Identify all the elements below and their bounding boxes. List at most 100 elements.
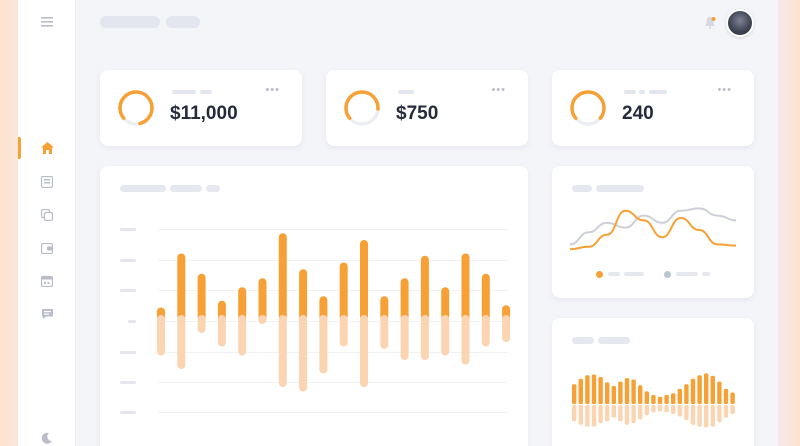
bar-negative bbox=[278, 315, 287, 387]
chat-icon[interactable] bbox=[39, 306, 55, 322]
mini-bar-negative bbox=[624, 405, 630, 425]
mini-bar-negative bbox=[591, 405, 597, 427]
mini-bar-positive bbox=[618, 381, 623, 404]
wallet-icon[interactable] bbox=[39, 240, 55, 256]
bar-positive bbox=[319, 296, 328, 321]
line-chart-card bbox=[552, 166, 754, 298]
bar-negative bbox=[441, 315, 450, 356]
mini-bar-positive bbox=[671, 393, 676, 404]
mini-bar-positive bbox=[657, 396, 663, 404]
bar-positive bbox=[481, 273, 490, 321]
grid-line bbox=[158, 290, 508, 291]
line-chart bbox=[569, 207, 737, 251]
mini-bar-positive bbox=[638, 385, 643, 404]
mini-bar-negative bbox=[605, 405, 610, 422]
stat-label-placeholder bbox=[649, 90, 667, 94]
bell-icon[interactable] bbox=[704, 16, 716, 34]
mini-bar-chart bbox=[572, 373, 735, 428]
bar-negative bbox=[319, 315, 328, 374]
stat-label-placeholder bbox=[172, 90, 196, 94]
y-tick-placeholder bbox=[128, 320, 136, 323]
mini-bar-negative bbox=[684, 405, 689, 421]
more-icon[interactable]: ••• bbox=[491, 84, 506, 96]
bar-negative bbox=[461, 315, 470, 365]
mini-bar-negative bbox=[677, 405, 682, 417]
main-bar-chart bbox=[120, 228, 511, 414]
copy-icon[interactable] bbox=[39, 207, 55, 223]
mini-bar-negative bbox=[611, 405, 616, 418]
bar-negative bbox=[420, 315, 429, 360]
chart-title-placeholder bbox=[572, 185, 592, 192]
y-tick-placeholder bbox=[120, 381, 136, 384]
ring-progress bbox=[570, 90, 606, 126]
bar-positive bbox=[420, 255, 429, 321]
mini-bar-positive bbox=[605, 382, 610, 404]
mini-bar-positive bbox=[690, 378, 696, 404]
bar-positive bbox=[461, 253, 470, 321]
grid-line bbox=[158, 321, 508, 322]
stat-card-cost: ••• $750 bbox=[326, 70, 528, 146]
y-tick-placeholder bbox=[120, 259, 136, 262]
mini-bar-negative bbox=[704, 405, 709, 428]
mini-chart-card bbox=[552, 318, 754, 446]
y-tick-placeholder bbox=[120, 228, 136, 231]
chart-title-placeholder bbox=[596, 185, 644, 192]
bar-negative bbox=[217, 315, 226, 347]
mini-bar-negative bbox=[644, 405, 649, 416]
legend-dot-gray bbox=[664, 271, 671, 278]
more-icon[interactable]: ••• bbox=[717, 84, 732, 96]
bar-positive bbox=[441, 287, 450, 321]
chart-title-placeholder bbox=[206, 185, 220, 192]
line-series-gray bbox=[569, 207, 737, 246]
mini-bar-negative bbox=[697, 405, 702, 427]
mini-bar-positive bbox=[624, 378, 630, 404]
app-window: ••• $11,000 ••• $750 ••• 240 bbox=[18, 0, 778, 446]
bar-positive bbox=[339, 262, 348, 321]
mini-bar-positive bbox=[730, 392, 735, 404]
bar-positive bbox=[380, 296, 389, 321]
bar-negative bbox=[400, 315, 409, 360]
chart-title-placeholder bbox=[120, 185, 166, 192]
legend-label-placeholder bbox=[676, 272, 698, 276]
mini-bar-positive bbox=[631, 379, 636, 404]
y-tick-placeholder bbox=[120, 411, 136, 414]
progress-ring bbox=[118, 90, 154, 126]
mini-bar-negative bbox=[631, 405, 636, 423]
mini-bar-negative bbox=[717, 405, 722, 423]
bar-positive bbox=[258, 278, 267, 321]
legend-label-placeholder bbox=[624, 272, 644, 276]
stat-card-count: ••• 240 bbox=[552, 70, 754, 146]
bar-positive bbox=[400, 278, 409, 321]
bar-negative bbox=[481, 315, 490, 347]
grid-line bbox=[158, 260, 508, 261]
mini-bar-positive bbox=[651, 395, 656, 404]
home-icon[interactable] bbox=[39, 140, 55, 156]
bar-negative bbox=[258, 315, 267, 324]
mini-bar-negative bbox=[598, 405, 603, 423]
moon-icon[interactable] bbox=[39, 430, 55, 446]
y-tick-placeholder bbox=[120, 351, 136, 354]
mini-bar-positive bbox=[717, 381, 722, 404]
inbox-icon[interactable] bbox=[39, 174, 55, 190]
line-series-orange bbox=[569, 209, 737, 251]
more-icon[interactable]: ••• bbox=[265, 84, 280, 96]
calendar-icon[interactable] bbox=[39, 273, 55, 289]
stat-label-placeholder bbox=[624, 90, 636, 94]
mini-bar-negative bbox=[651, 405, 656, 413]
menu-icon[interactable] bbox=[39, 14, 55, 30]
mini-bar-negative bbox=[671, 405, 676, 414]
main-chart-card bbox=[100, 166, 528, 446]
mini-bar-negative bbox=[723, 405, 729, 418]
mini-bar-negative bbox=[657, 405, 663, 412]
bar-positive bbox=[177, 253, 186, 321]
y-tick-placeholder bbox=[120, 289, 136, 292]
mini-bar-negative bbox=[572, 405, 577, 422]
ring-progress bbox=[344, 90, 380, 126]
bar-positive bbox=[238, 287, 247, 321]
mini-bar-positive bbox=[710, 375, 715, 404]
breadcrumb-placeholder bbox=[166, 16, 200, 28]
progress-ring bbox=[570, 90, 606, 126]
mini-bar-positive bbox=[644, 391, 649, 404]
bar-negative bbox=[380, 315, 389, 349]
avatar[interactable] bbox=[726, 9, 754, 37]
